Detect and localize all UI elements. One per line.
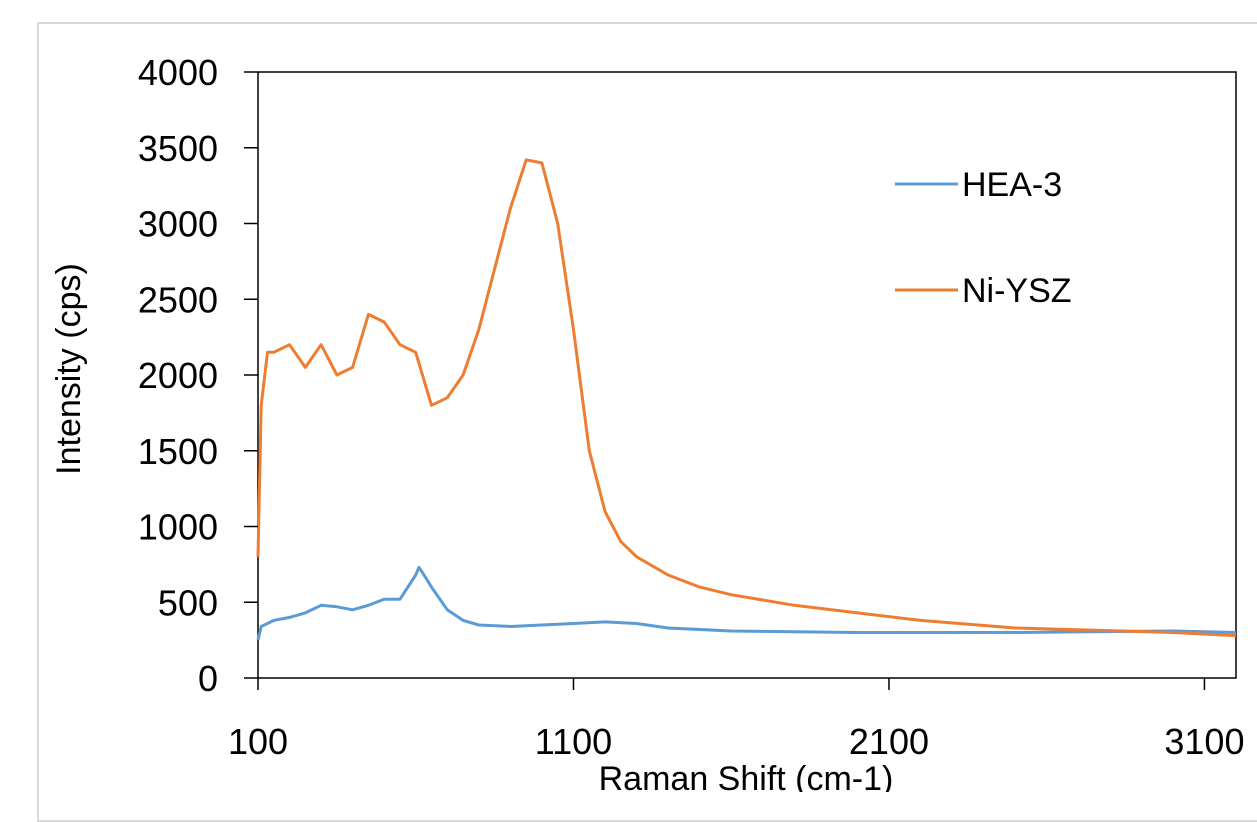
- y-tick-label: 2500: [138, 279, 218, 320]
- legend-label-hea-3: HEA-3: [962, 166, 1062, 204]
- x-tick-label: 100: [228, 721, 288, 762]
- legend: HEA-3 Ni-YSZ: [895, 166, 1072, 310]
- y-axis-title: Intensity (cps): [50, 263, 88, 475]
- series-line-ni-ysz: [256, 158, 1237, 638]
- y-tick-label: 1500: [138, 431, 218, 472]
- series-line-hea-3: [256, 565, 1237, 641]
- x-axis-title: Raman Shift (cm-1): [599, 760, 894, 792]
- y-tick-label: 2000: [138, 355, 218, 396]
- x-tick-label: 2100: [849, 721, 929, 762]
- y-tick-label: 0: [198, 658, 218, 699]
- y-tick-label: 500: [158, 582, 218, 623]
- legend-label-ni-ysz: Ni-YSZ: [962, 272, 1072, 310]
- plot-border: [257, 71, 1237, 679]
- series-layer: [256, 158, 1237, 641]
- tick-layer: 0 500 1000 1500 2000 2500 3000 3500 4000 100 1100 2…: [138, 52, 1245, 762]
- y-tick-label: 4000: [138, 52, 218, 93]
- x-tick-label: 3100: [1164, 721, 1244, 762]
- y-tick-label: 3500: [138, 128, 218, 169]
- x-tick-label: 1100: [535, 721, 612, 762]
- y-tick-label: 1000: [138, 507, 218, 548]
- chart-frame: [37, 22, 1257, 822]
- plot-area: [257, 71, 1237, 679]
- chart: 0 500 1000 1500 2000 2500 3000 3500 4000 100 1100 2…: [50, 52, 1245, 792]
- y-tick-label: 3000: [138, 204, 218, 245]
